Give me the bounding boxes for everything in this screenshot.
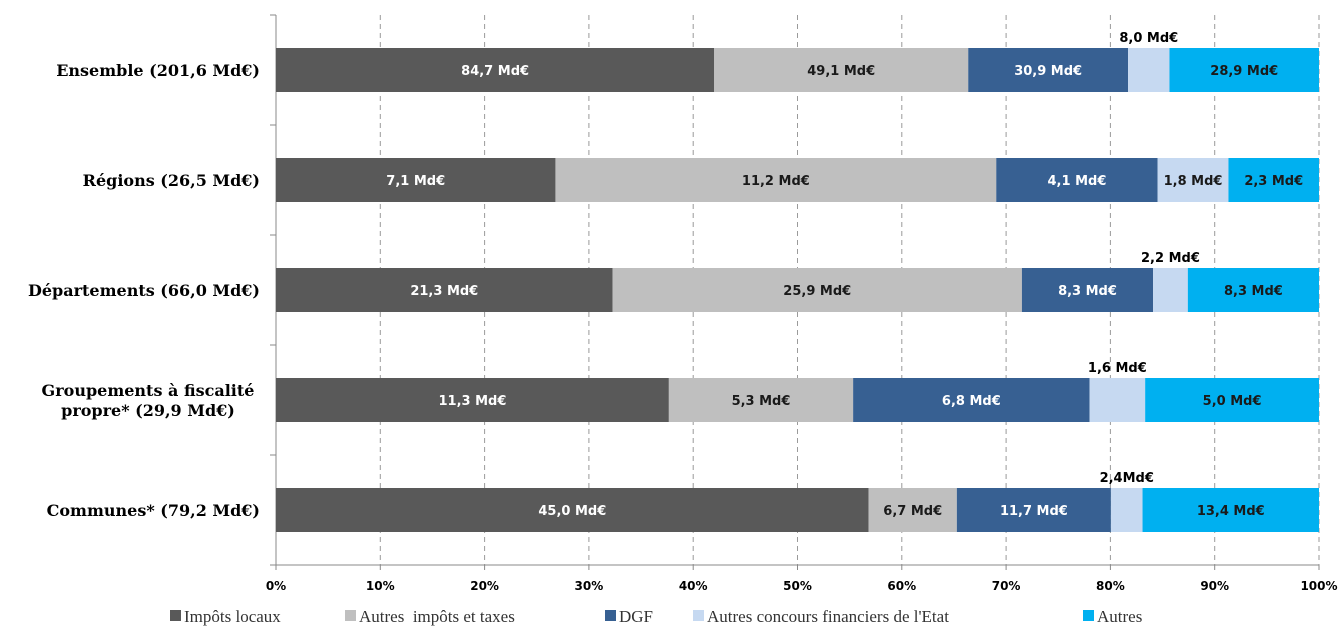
x-tick-label: 90% — [1200, 579, 1229, 593]
category-label: Ensemble (201,6 Md€) — [56, 61, 260, 80]
legend-label: DGF — [619, 607, 653, 626]
data-label: 28,9 Md€ — [1210, 64, 1278, 79]
data-label: 8,3 Md€ — [1224, 284, 1283, 299]
x-tick-label: 0% — [266, 579, 286, 593]
bar-segment-3 — [1021, 268, 1154, 312]
data-label: 11,2 Md€ — [742, 174, 810, 189]
bar-segment-1 — [276, 378, 669, 422]
legend-label: Autres — [1097, 607, 1142, 626]
x-tick-label: 20% — [470, 579, 499, 593]
data-label: 11,3 Md€ — [438, 394, 506, 409]
bar-segment-2 — [714, 48, 969, 92]
bar-segment-3 — [956, 488, 1111, 532]
bar-segment-4 — [1157, 158, 1229, 202]
x-tick-label: 40% — [679, 579, 708, 593]
bar-segment-3 — [996, 158, 1158, 202]
bar-segment-3 — [968, 48, 1129, 92]
data-label: 5,0 Md€ — [1203, 394, 1262, 409]
legend-label: Autres concours financiers de l'Etat — [707, 607, 949, 626]
x-tick-label: 30% — [575, 579, 604, 593]
bar-segment-4 — [1128, 48, 1170, 92]
category-label: Régions (26,5 Md€) — [83, 171, 260, 190]
bar-segment-1 — [276, 268, 613, 312]
category-label: Départements (66,0 Md€) — [28, 281, 260, 300]
bar-segment-5 — [1169, 48, 1319, 92]
data-label: 21,3 Md€ — [410, 284, 478, 299]
data-label: 2,3 Md€ — [1244, 174, 1303, 189]
legend-swatch — [605, 610, 616, 621]
bar-segment-4 — [1089, 378, 1146, 422]
data-label: 1,6 Md€ — [1088, 361, 1147, 376]
x-tick-label: 60% — [887, 579, 916, 593]
bar-segment-5 — [1145, 378, 1319, 422]
legend-swatch — [345, 610, 356, 621]
category-label: Communes* (79,2 Md€) — [47, 501, 260, 520]
category-label: Groupements à fiscalité propre* (29,9 Md€… — [42, 381, 255, 420]
legend-swatch — [170, 610, 181, 621]
data-label: 84,7 Md€ — [461, 64, 529, 79]
data-label: 13,4 Md€ — [1197, 504, 1265, 519]
x-tick-label: 10% — [366, 579, 395, 593]
data-label: 1,8 Md€ — [1164, 174, 1223, 189]
x-tick-label: 70% — [992, 579, 1021, 593]
x-tick-label: 50% — [783, 579, 812, 593]
data-label: 45,0 Md€ — [538, 504, 606, 519]
legend-label: Autres impôts et taxes — [359, 607, 515, 626]
bar-segment-5 — [1142, 488, 1319, 532]
bar-segment-2 — [668, 378, 854, 422]
data-label: 2,4Md€ — [1100, 471, 1154, 486]
category-label-line: propre* (29,9 Md€) — [61, 401, 235, 420]
bar-segment-5 — [1187, 268, 1319, 312]
bar-segment-4 — [1153, 268, 1188, 312]
bar-segment-2 — [868, 488, 957, 532]
category-label-line: Régions (26,5 Md€) — [83, 171, 260, 190]
bar-segment-1 — [276, 158, 556, 202]
bar-segment-1 — [276, 48, 715, 92]
data-label: 6,7 Md€ — [883, 504, 942, 519]
data-label: 4,1 Md€ — [1048, 174, 1107, 189]
bar-segment-2 — [555, 158, 997, 202]
category-label-line: Groupements à fiscalité — [42, 381, 255, 400]
category-label-line: Ensemble (201,6 Md€) — [56, 61, 260, 80]
bar-segment-1 — [276, 488, 869, 532]
legend-swatch — [1083, 610, 1094, 621]
data-label: 8,3 Md€ — [1058, 284, 1117, 299]
category-label-line: Communes* (79,2 Md€) — [47, 501, 260, 520]
data-label: 5,3 Md€ — [732, 394, 791, 409]
category-label-line: Départements (66,0 Md€) — [28, 281, 260, 300]
data-label: 6,8 Md€ — [942, 394, 1001, 409]
data-label: 25,9 Md€ — [783, 284, 851, 299]
data-label: 11,7 Md€ — [1000, 504, 1068, 519]
bar-segment-2 — [612, 268, 1022, 312]
bar-segment-4 — [1110, 488, 1143, 532]
legend-label: Impôts locaux — [184, 607, 281, 626]
x-tick-label: 80% — [1096, 579, 1125, 593]
data-label: 7,1 Md€ — [386, 174, 445, 189]
bar-segment-3 — [853, 378, 1090, 422]
data-label: 49,1 Md€ — [807, 64, 875, 79]
x-tick-label: 100% — [1300, 579, 1337, 593]
legend-swatch — [693, 610, 704, 621]
data-label: 2,2 Md€ — [1141, 251, 1200, 266]
data-label: 8,0 Md€ — [1119, 31, 1178, 46]
data-label: 30,9 Md€ — [1014, 64, 1082, 79]
bar-segment-5 — [1228, 158, 1319, 202]
